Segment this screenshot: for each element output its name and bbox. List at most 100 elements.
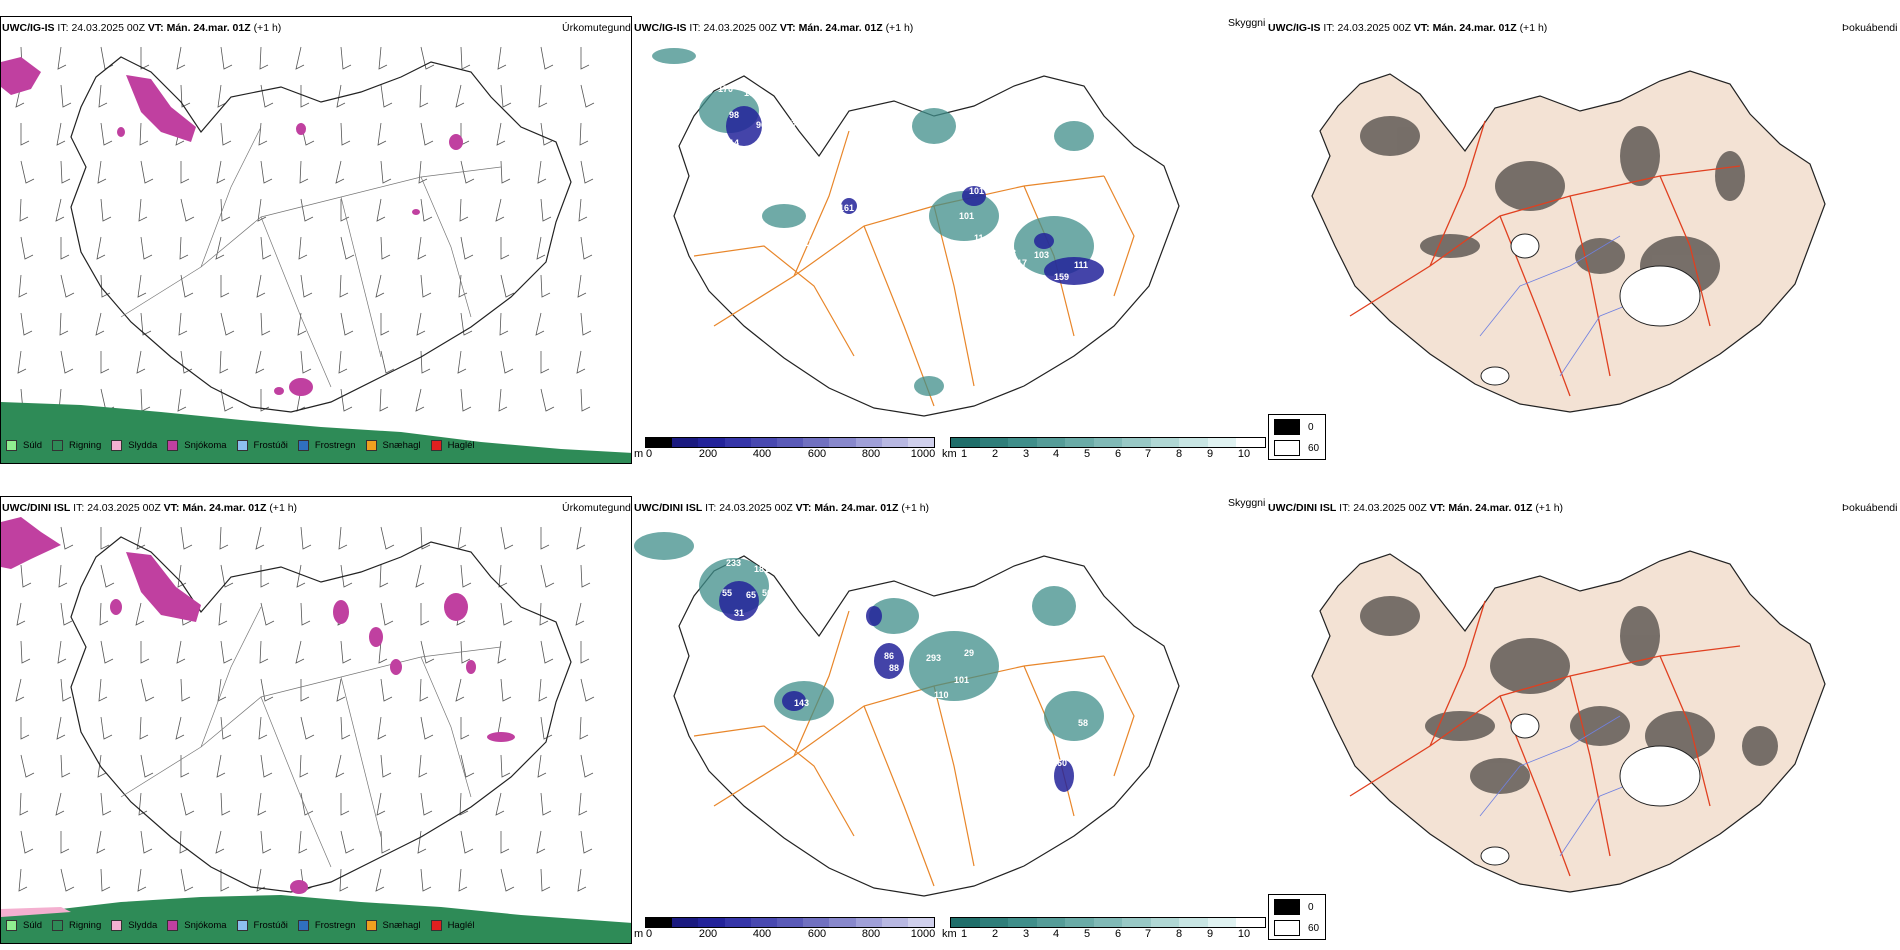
visibility-unit-2: km <box>942 928 957 940</box>
cloud-base-colorbar <box>645 437 935 448</box>
wind-barb <box>420 792 433 816</box>
wind-barb <box>460 388 472 412</box>
wind-barb <box>300 526 312 550</box>
header-fog-2: UWC/DINI ISL IT: 24.03.2025 00Z VT: Mán.… <box>1268 502 1564 514</box>
wind-barb <box>580 160 594 184</box>
wind-barb <box>460 312 473 336</box>
wind-barb <box>140 236 153 260</box>
wind-barb <box>420 350 431 374</box>
wind-barb <box>540 564 555 588</box>
wind-barbs-2 <box>15 526 595 892</box>
wind-barb <box>416 312 426 336</box>
wind-barb <box>176 640 186 664</box>
wind-barb <box>257 198 267 222</box>
wind-barb <box>140 160 154 184</box>
wind-barb <box>580 564 591 588</box>
vis2-label-5: 65 <box>746 590 756 600</box>
wind-barb <box>56 716 66 740</box>
legend-item-3: Snjókoma <box>167 440 227 451</box>
precip-legend: Súld Rigning Slydda Snjókoma Frostúði Fr… <box>6 440 485 451</box>
wind-barb <box>57 46 67 70</box>
wind-barb <box>295 46 305 70</box>
vis-label-18: 10 <box>1089 143 1099 153</box>
vis-label-7: 161 <box>839 203 854 213</box>
wind-barb <box>338 350 348 374</box>
wind-barb <box>60 754 71 778</box>
cloud-base-shading-2 <box>719 581 1074 792</box>
vis-labels: 170 154 98 960 583 14 26 161 18 101 101 … <box>704 84 1099 282</box>
wind-barb <box>55 792 65 816</box>
wind-barb <box>299 160 309 184</box>
wind-barb <box>420 716 434 740</box>
vis-shading-2 <box>634 532 1104 741</box>
snow-areas-2 <box>1 517 515 894</box>
fog-map-2 <box>1311 550 1826 893</box>
wind-barbs <box>15 46 595 412</box>
wind-barb <box>580 84 595 108</box>
vis-label-12: 11 <box>974 233 984 243</box>
wind-barb <box>500 526 514 550</box>
wind-barb <box>378 640 388 664</box>
vis2-label-6: 31 <box>774 618 784 628</box>
row-dini: UWC/DINI ISL IT: 24.03.2025 00Z VT: Mán.… <box>0 480 1900 950</box>
wind-barb <box>260 389 270 412</box>
header-precip-2: UWC/DINI ISL IT: 24.03.2025 00Z VT: Mán.… <box>2 502 298 514</box>
wind-barb <box>300 716 315 740</box>
wind-barb <box>455 678 465 702</box>
vis-label-6: 26 <box>704 188 714 198</box>
wind-barb <box>459 792 469 816</box>
wind-barb <box>100 868 111 892</box>
legend2-item-6: Snæhagl <box>365 920 421 931</box>
wind-barb <box>220 564 234 588</box>
iceland-outline-2 <box>70 536 572 893</box>
wind-barb <box>180 678 191 702</box>
wind-barb <box>300 679 310 702</box>
wind-barb <box>460 160 475 184</box>
wind-barb <box>257 792 267 816</box>
vis2-label-12: 293 <box>926 653 941 663</box>
wind-barb <box>58 564 68 588</box>
wind-barb <box>260 678 274 702</box>
glaciers-fog <box>1480 233 1701 386</box>
legend2-item-3: Snjókoma <box>167 920 227 931</box>
wind-barb <box>180 274 194 298</box>
wind-barb <box>300 85 310 108</box>
wind-barb <box>299 754 309 778</box>
wind-barb <box>380 602 394 626</box>
wind-barb <box>495 198 505 222</box>
wind-barb <box>97 754 107 778</box>
wind-barb <box>60 84 72 108</box>
iceland-fog-2 <box>1311 550 1826 893</box>
wind-barb <box>220 275 230 298</box>
wind-barb <box>138 792 148 816</box>
wind-barb <box>380 160 392 184</box>
wind-barb <box>180 792 195 816</box>
wind-barb <box>260 160 273 184</box>
snow-areas <box>1 57 463 396</box>
fog-scale: 0 60 <box>1268 414 1326 460</box>
wind-barb <box>260 754 273 778</box>
wind-barb <box>20 123 30 146</box>
wind-barb <box>415 388 425 412</box>
visibility-colorbar-2 <box>950 917 1266 928</box>
wind-barb <box>500 868 515 892</box>
header-precip: UWC/IG-IS IT: 24.03.2025 00Z VT: Mán. 24… <box>2 22 282 34</box>
wind-barb <box>95 312 105 336</box>
wind-barb <box>140 312 152 336</box>
wind-barb <box>380 236 391 260</box>
wind-barb <box>100 351 110 374</box>
rain-area-2 <box>1 895 631 943</box>
legend2-item-1: Rigning <box>52 920 101 931</box>
vis-label-1: 154 <box>744 88 759 98</box>
wind-barb <box>380 84 393 108</box>
wind-barb <box>335 160 345 184</box>
wind-barb <box>20 717 30 740</box>
vis2-label-15: 29 <box>964 648 974 658</box>
vis-label-16: 111 <box>1074 260 1088 270</box>
wind-barb <box>100 792 112 816</box>
wind-barb <box>339 274 349 298</box>
wind-barb <box>540 274 551 298</box>
roads <box>120 126 502 388</box>
wind-barb <box>576 350 586 374</box>
wind-barb <box>580 641 590 664</box>
